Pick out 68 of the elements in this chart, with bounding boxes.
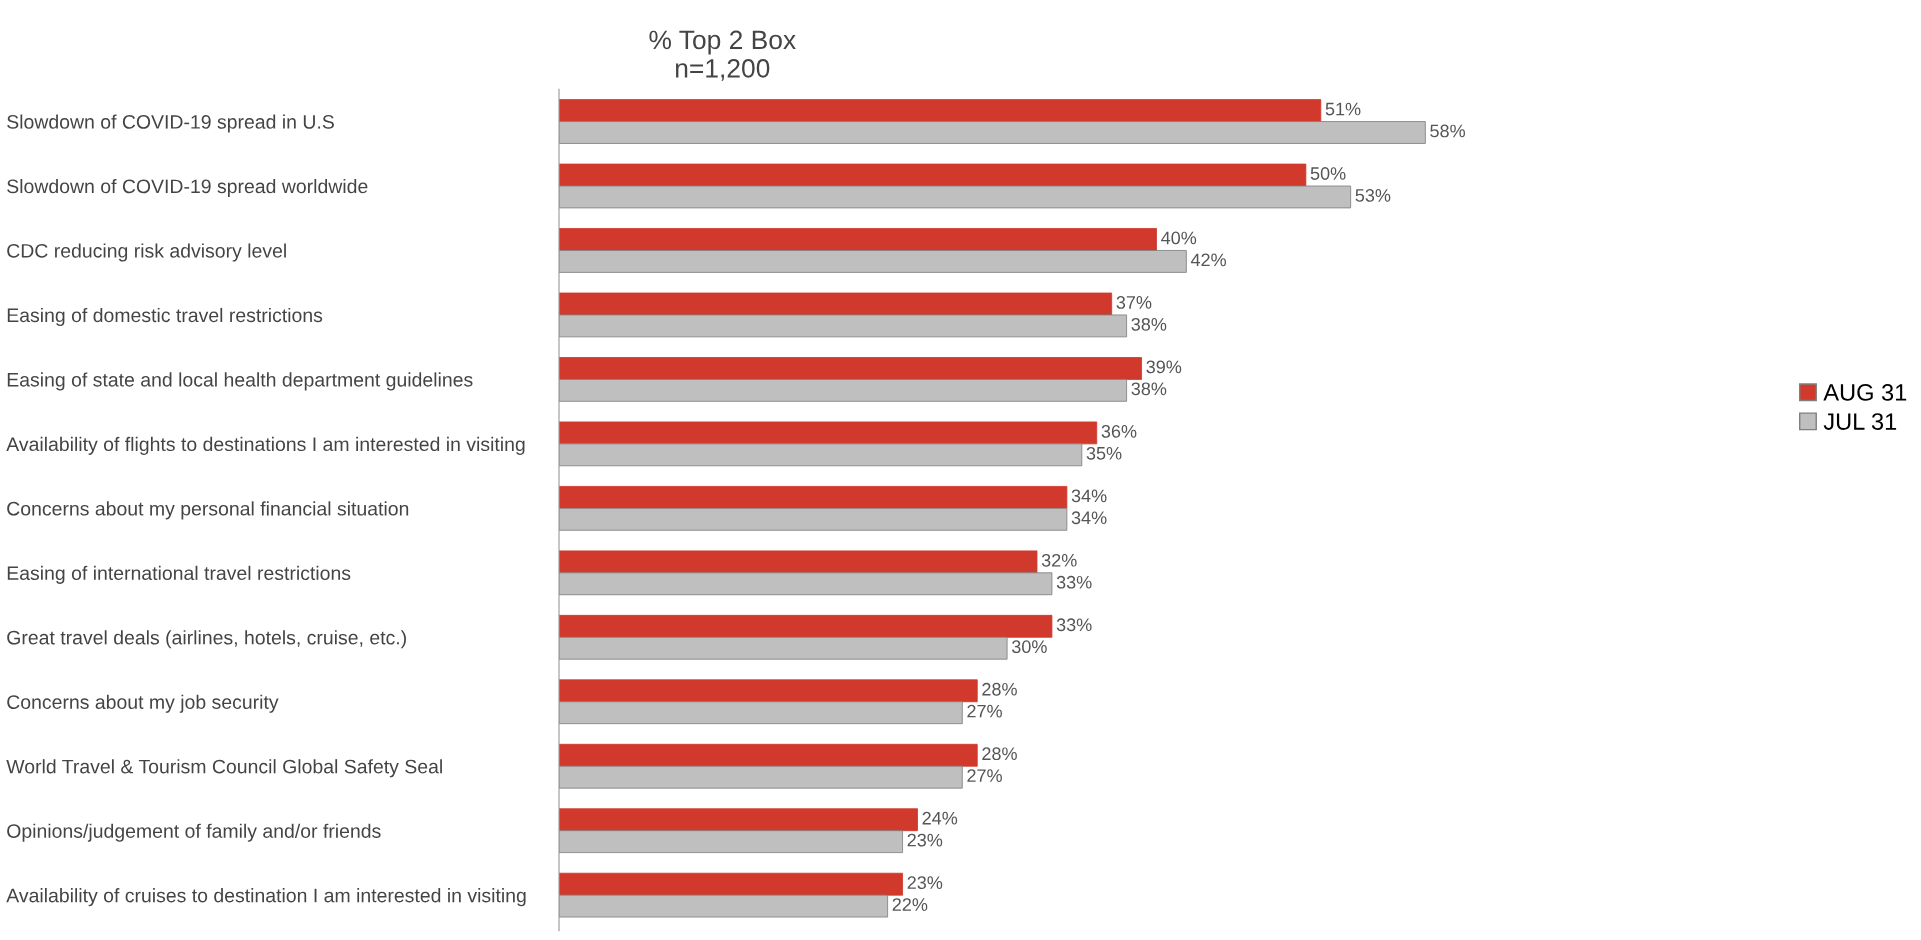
bar (559, 701, 963, 725)
bar (559, 743, 978, 767)
bar (559, 679, 978, 703)
data-label: 22% (892, 898, 928, 911)
bar (559, 872, 903, 896)
bar (559, 550, 1038, 574)
bar (559, 163, 1307, 187)
bar (559, 250, 1187, 273)
y-tick-label: Concerns about my personal financial situation (7, 501, 409, 520)
data-label: 33% (1056, 618, 1092, 632)
data-label: 50% (1310, 167, 1346, 180)
bar (559, 228, 1157, 251)
y-tick-label: World Travel & Tourism Council Global Safety Seal (6, 759, 442, 778)
y-tick-label: Slowdown of COVID-19 spread in U.S (7, 114, 334, 133)
bar (559, 614, 1053, 638)
bar (559, 830, 903, 854)
data-label: 23% (907, 833, 943, 847)
bar (559, 507, 1068, 531)
data-label: 32% (1041, 553, 1077, 567)
bar (559, 443, 1083, 467)
data-label: 40% (1161, 231, 1197, 245)
y-tick-label: Slowdown of COVID-19 spread worldwide (7, 178, 368, 198)
bar (559, 121, 1426, 144)
bar (559, 572, 1053, 596)
bar (559, 357, 1142, 380)
bar (559, 292, 1113, 316)
y-tick-label: Easing of international travel restrictions (7, 565, 351, 584)
data-label: 38% (1131, 317, 1167, 331)
y-tick-label: Great travel deals (airlines, hotels, cruise, etc.) (7, 630, 406, 649)
bar (559, 185, 1352, 209)
data-label: 28% (982, 682, 1017, 696)
data-label: 34% (1071, 511, 1107, 525)
legend-label: AUG 31 (1823, 384, 1907, 401)
y-tick-label: CDC reducing risk advisory level (7, 243, 286, 262)
y-tick-label: Easing of state and local health department guidelines (7, 372, 473, 391)
bar (559, 486, 1068, 509)
bar (559, 314, 1128, 338)
y-tick-label: Opinions/judgement of family and/or friends (7, 823, 381, 842)
chart-title: % Top 2 Box n=1,200 (649, 30, 796, 81)
data-label: 38% (1131, 382, 1167, 396)
bar (559, 808, 918, 832)
bar (559, 421, 1098, 445)
y-tick-label: Easing of domestic travel restrictions (7, 307, 323, 327)
y-tick-label: Availability of cruises to destination I am interested in visiting (6, 888, 526, 907)
data-label: 24% (922, 811, 958, 825)
data-label: 30% (1011, 640, 1047, 654)
bar (559, 894, 889, 918)
bar (559, 99, 1322, 122)
bar (559, 765, 963, 789)
data-label: 51% (1325, 102, 1361, 116)
y-tick-label: Availability of flights to destinations I am interested in visiting (6, 436, 525, 455)
data-label: 23% (907, 876, 943, 890)
data-label: 34% (1071, 489, 1107, 503)
data-label: 35% (1086, 446, 1122, 460)
data-label: 27% (967, 769, 1002, 782)
bar (559, 636, 1008, 660)
data-label: 28% (982, 747, 1017, 761)
y-tick-label: Concerns about my job security (7, 694, 279, 713)
data-label: 33% (1056, 575, 1092, 589)
bar (559, 378, 1128, 402)
data-label: 53% (1355, 189, 1391, 202)
data-label: 39% (1146, 360, 1182, 374)
data-label: 27% (967, 704, 1002, 718)
data-label: 58% (1430, 124, 1466, 138)
data-label: 36% (1101, 424, 1137, 438)
data-label: 42% (1190, 253, 1227, 267)
data-label: 37% (1116, 296, 1152, 309)
legend-label: JUL 31 (1823, 413, 1897, 430)
